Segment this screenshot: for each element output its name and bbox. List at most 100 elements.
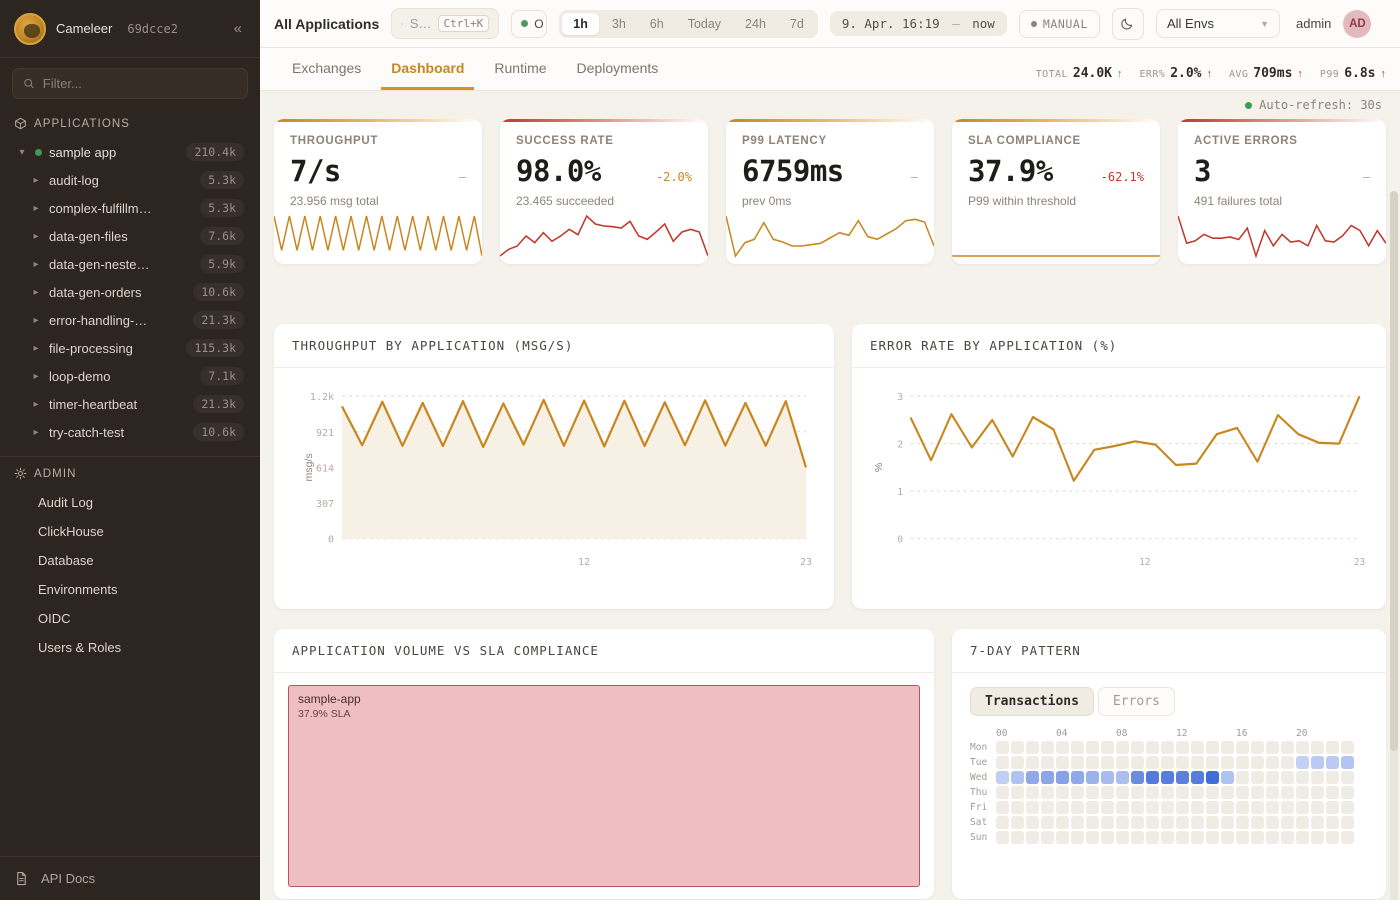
tree-row-route[interactable]: ▸ data-gen-orders 10.6k: [10, 278, 250, 306]
environment-select[interactable]: All Envs ▼: [1155, 9, 1280, 38]
heatmap-cell[interactable]: [1176, 741, 1189, 754]
heatmap-cell[interactable]: [1116, 786, 1129, 799]
heatmap-cell[interactable]: [1086, 786, 1099, 799]
heatmap-cell[interactable]: [1011, 816, 1024, 829]
heatmap-cell[interactable]: [1041, 771, 1054, 784]
content-scrollbar-thumb[interactable]: [1390, 191, 1398, 751]
heatmap-cell[interactable]: [1041, 756, 1054, 769]
chevron-right-icon[interactable]: ▸: [33, 314, 39, 326]
heatmap-cell[interactable]: [1161, 741, 1174, 754]
chevron-right-icon[interactable]: ▸: [33, 342, 39, 354]
error-rate-chart[interactable]: 3 2 1 0 12 23%: [852, 368, 1386, 609]
heatmap-cell[interactable]: [1251, 786, 1264, 799]
heatmap-cell[interactable]: [1041, 816, 1054, 829]
heatmap-cell[interactable]: [1266, 771, 1279, 784]
admin-item[interactable]: Database: [38, 553, 94, 568]
heatmap-cell[interactable]: [1251, 816, 1264, 829]
heatmap-cell[interactable]: [1011, 771, 1024, 784]
heatmap-cell[interactable]: [1251, 801, 1264, 814]
heatmap-cell[interactable]: [1071, 801, 1084, 814]
collapse-sidebar-icon[interactable]: «: [233, 20, 242, 37]
admin-item[interactable]: Environments: [38, 582, 118, 597]
range-button-6h[interactable]: 6h: [639, 13, 675, 35]
heatmap-cell[interactable]: [1056, 771, 1069, 784]
heatmap-cell[interactable]: [1161, 786, 1174, 799]
heatmap-cell[interactable]: [1281, 741, 1294, 754]
heatmap-cell[interactable]: [1131, 741, 1144, 754]
chevron-right-icon[interactable]: ▸: [33, 286, 39, 298]
tree-row-route[interactable]: ▸ data-gen-files 7.6k: [10, 222, 250, 250]
heatmap-cell[interactable]: [1296, 741, 1309, 754]
heatmap-cell[interactable]: [1191, 801, 1204, 814]
heatmap-cell[interactable]: [1146, 816, 1159, 829]
heatmap-cell[interactable]: [1221, 786, 1234, 799]
heatmap-cell[interactable]: [1236, 756, 1249, 769]
heatmap-cell[interactable]: [1341, 831, 1354, 844]
heatmap-cell[interactable]: [1176, 831, 1189, 844]
heatmap-cell[interactable]: [1266, 816, 1279, 829]
heatmap-cell[interactable]: [1206, 756, 1219, 769]
heatmap-cell[interactable]: [1206, 831, 1219, 844]
heatmap-cell[interactable]: [1281, 786, 1294, 799]
heatmap-cell[interactable]: [1116, 756, 1129, 769]
chevron-right-icon[interactable]: ▸: [33, 426, 39, 438]
heatmap-cell[interactable]: [1311, 771, 1324, 784]
heatmap-cell[interactable]: [1086, 801, 1099, 814]
admin-item[interactable]: Audit Log: [38, 495, 93, 510]
heatmap-cell[interactable]: [1071, 831, 1084, 844]
pattern-metric-toggle[interactable]: Transactions Errors: [952, 673, 1386, 716]
absolute-range[interactable]: 9. Apr. 16:19 – now: [829, 11, 1007, 36]
heatmap-cell[interactable]: [1146, 756, 1159, 769]
heatmap-cell[interactable]: [1161, 816, 1174, 829]
global-search[interactable]: S… Ctrl+K: [391, 8, 500, 39]
heatmap-cell[interactable]: [1116, 801, 1129, 814]
heatmap-cell[interactable]: [1311, 756, 1324, 769]
range-button-today[interactable]: Today: [677, 13, 732, 35]
heatmap-cell[interactable]: [1296, 786, 1309, 799]
chevron-right-icon[interactable]: ▸: [33, 230, 39, 242]
heatmap-cell[interactable]: [1191, 786, 1204, 799]
heatmap-cell[interactable]: [1056, 816, 1069, 829]
heatmap-cell[interactable]: [1326, 741, 1339, 754]
heatmap-cell[interactable]: [1206, 771, 1219, 784]
heatmap-cell[interactable]: [1101, 786, 1114, 799]
heatmap-cell[interactable]: [1281, 801, 1294, 814]
heatmap-cell[interactable]: [1266, 786, 1279, 799]
heatmap-cell[interactable]: [1341, 756, 1354, 769]
heatmap-cell[interactable]: [1101, 816, 1114, 829]
heatmap-cell[interactable]: [996, 741, 1009, 754]
heatmap-cell[interactable]: [1311, 741, 1324, 754]
heatmap-cell[interactable]: [1146, 831, 1159, 844]
heatmap-cell[interactable]: [1191, 756, 1204, 769]
heatmap-cell[interactable]: [1221, 831, 1234, 844]
chevron-right-icon[interactable]: ▸: [33, 202, 39, 214]
heatmap-cell[interactable]: [1026, 741, 1039, 754]
kpi-card[interactable]: SUCCESS RATE 98.0% -2.0% 23.465 succeeded: [500, 119, 708, 264]
heatmap-cell[interactable]: [1086, 831, 1099, 844]
segment-transactions[interactable]: Transactions: [970, 687, 1094, 716]
heatmap-cell[interactable]: [1341, 786, 1354, 799]
heatmap-cell[interactable]: [1071, 741, 1084, 754]
heatmap-cell[interactable]: [1146, 771, 1159, 784]
heatmap-cell[interactable]: [1011, 756, 1024, 769]
segment-errors[interactable]: Errors: [1097, 687, 1175, 716]
heatmap-cell[interactable]: [1236, 771, 1249, 784]
heatmap-cell[interactable]: [1266, 831, 1279, 844]
treemap-tile[interactable]: sample-app 37.9% SLA: [288, 685, 920, 887]
heatmap-cell[interactable]: [1026, 786, 1039, 799]
tab-exchanges[interactable]: Exchanges: [292, 59, 362, 76]
heatmap-cell[interactable]: [1011, 741, 1024, 754]
chevron-right-icon[interactable]: ▸: [33, 398, 39, 410]
heatmap-cell[interactable]: [1236, 831, 1249, 844]
heatmap-cell[interactable]: [1206, 816, 1219, 829]
tree-row-route[interactable]: ▸ timer-heartbeat 21.3k: [10, 390, 250, 418]
heatmap-cell[interactable]: [1011, 831, 1024, 844]
tree-row-route[interactable]: ▸ file-processing 115.3k: [10, 334, 250, 362]
heatmap-cell[interactable]: [1176, 816, 1189, 829]
heatmap-cell[interactable]: [1086, 741, 1099, 754]
heatmap-cell[interactable]: [1341, 816, 1354, 829]
heatmap-cell[interactable]: [1296, 801, 1309, 814]
heatmap-cell[interactable]: [1146, 741, 1159, 754]
heatmap-cell[interactable]: [1056, 786, 1069, 799]
heatmap-cell[interactable]: [1116, 831, 1129, 844]
